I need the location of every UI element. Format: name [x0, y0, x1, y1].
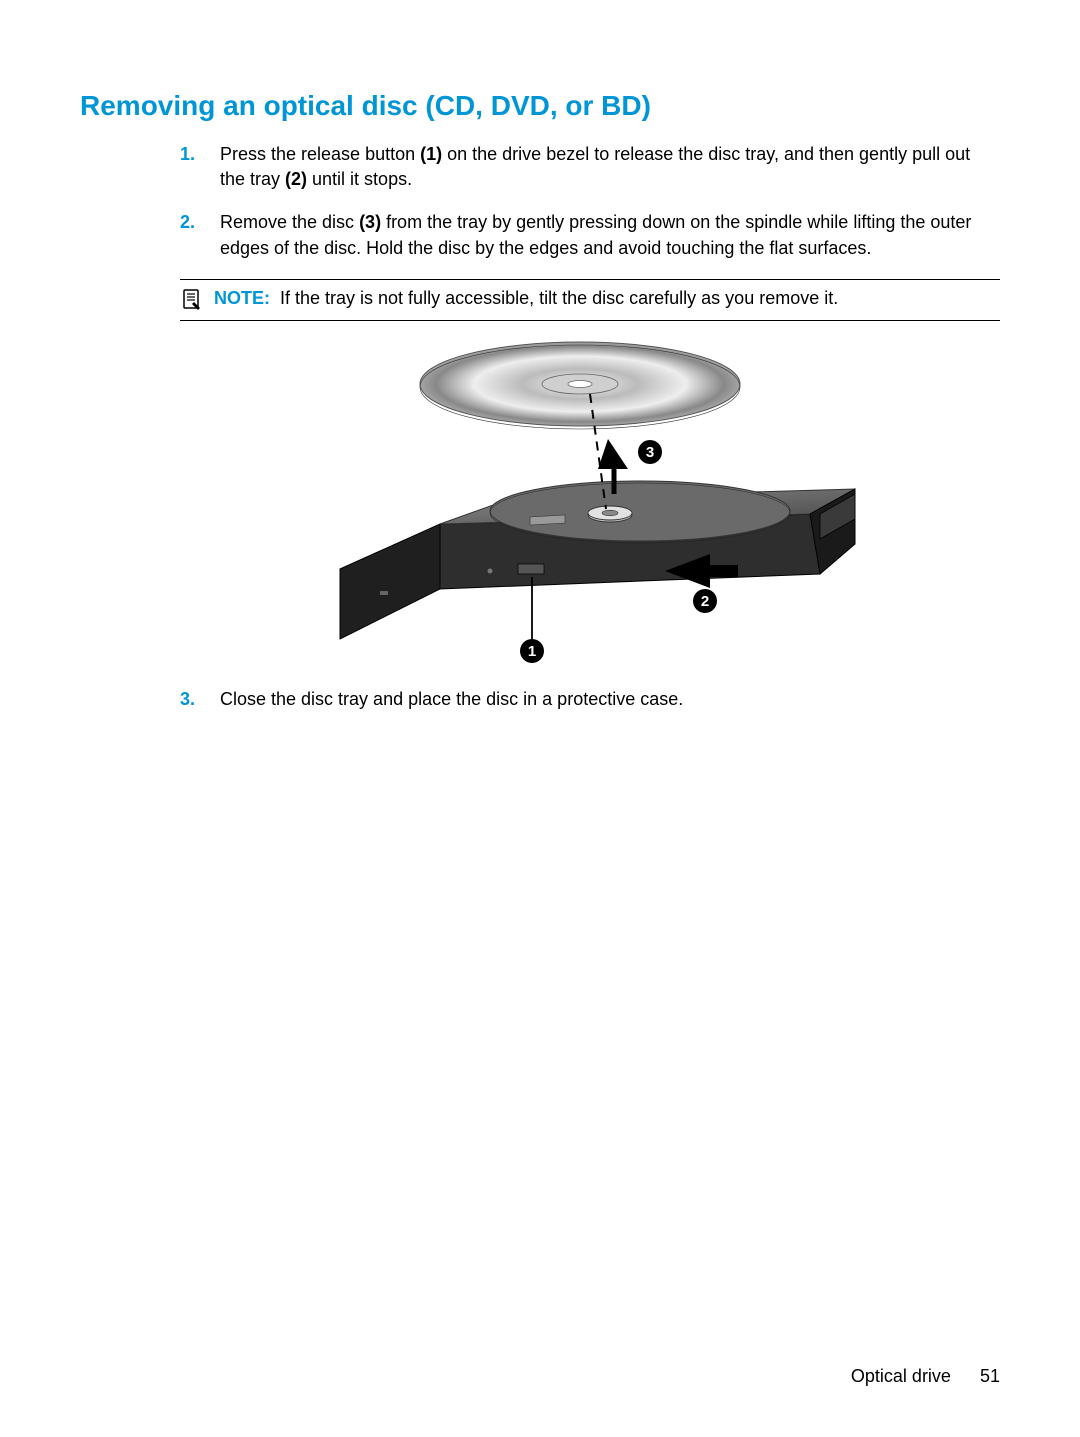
page-heading: Removing an optical disc (CD, DVD, or BD… [80, 90, 1000, 122]
callout-1: 1 [520, 639, 544, 663]
note-icon [180, 288, 204, 312]
callout-3: 3 [638, 440, 662, 464]
steps-list: 1.Press the release button (1) on the dr… [80, 142, 1000, 712]
step-item: 2.Remove the disc (3) from the tray by g… [180, 210, 1000, 260]
step-text: Press the release button (1) on the driv… [220, 142, 1000, 192]
page-footer: Optical drive 51 [851, 1366, 1000, 1387]
footer-page-number: 51 [980, 1366, 1000, 1386]
step-item: 3. Close the disc tray and place the disc… [180, 687, 1000, 712]
figure-container: 1 2 3 [180, 339, 1000, 669]
callout-2: 2 [693, 589, 717, 613]
svg-text:2: 2 [701, 593, 709, 610]
disc-removal-figure: 1 2 3 [310, 339, 870, 669]
step-text: Remove the disc (3) from the tray by gen… [220, 210, 1000, 260]
note-text: If the tray is not fully accessible, til… [280, 288, 838, 309]
step-text: Close the disc tray and place the disc i… [220, 687, 1000, 712]
note-box: NOTE: If the tray is not fully accessibl… [180, 279, 1000, 321]
step-number: 3. [180, 687, 210, 712]
footer-section-label: Optical drive [851, 1366, 951, 1386]
svg-text:3: 3 [646, 444, 654, 461]
svg-text:1: 1 [528, 643, 536, 660]
step-number: 1. [180, 142, 210, 192]
step-item: 1.Press the release button (1) on the dr… [180, 142, 1000, 192]
note-label: NOTE: [214, 288, 270, 309]
step-number: 2. [180, 210, 210, 260]
